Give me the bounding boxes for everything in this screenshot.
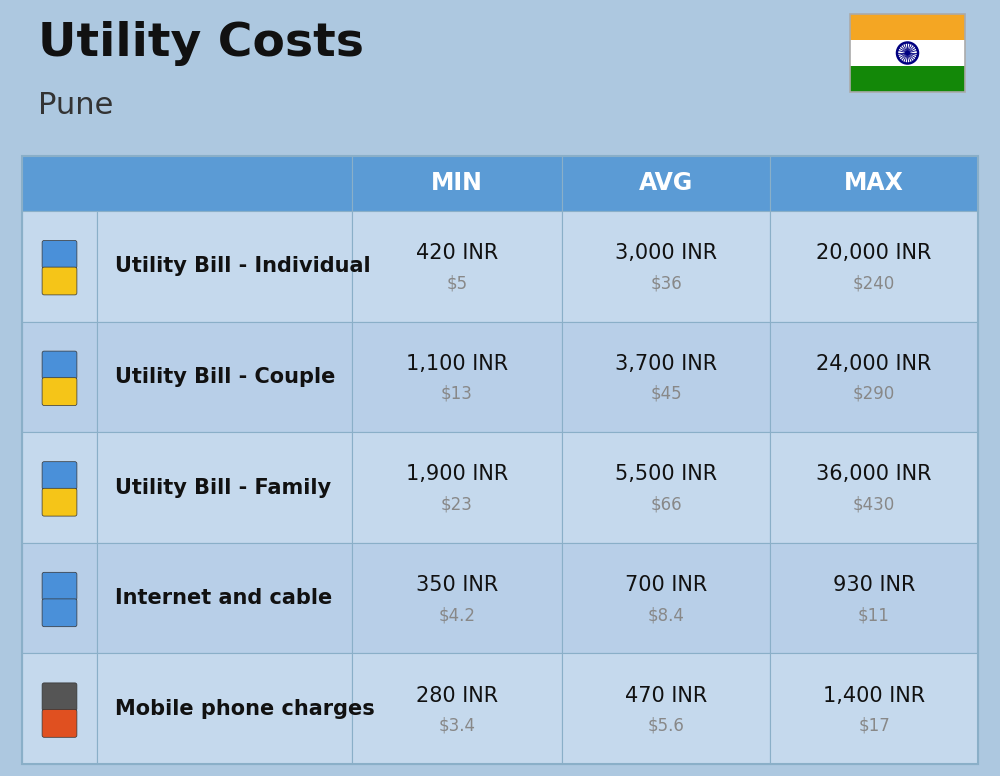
Text: $240: $240 <box>853 274 895 293</box>
Text: $5: $5 <box>446 274 468 293</box>
Text: 5,500 INR: 5,500 INR <box>615 465 717 484</box>
Text: $430: $430 <box>853 496 895 514</box>
FancyBboxPatch shape <box>850 40 965 66</box>
FancyBboxPatch shape <box>42 241 77 268</box>
FancyBboxPatch shape <box>42 683 77 711</box>
FancyBboxPatch shape <box>770 542 978 653</box>
FancyBboxPatch shape <box>352 542 562 653</box>
Text: Utility Bill - Individual: Utility Bill - Individual <box>115 256 371 276</box>
Text: 3,700 INR: 3,700 INR <box>615 354 717 374</box>
FancyBboxPatch shape <box>42 378 77 406</box>
FancyBboxPatch shape <box>42 462 77 490</box>
Text: Utility Bill - Family: Utility Bill - Family <box>115 477 331 497</box>
Text: $290: $290 <box>853 385 895 403</box>
FancyBboxPatch shape <box>770 211 978 321</box>
Text: 1,900 INR: 1,900 INR <box>406 465 508 484</box>
Text: 930 INR: 930 INR <box>833 575 915 595</box>
Text: $36: $36 <box>650 274 682 293</box>
Text: MIN: MIN <box>431 171 483 196</box>
FancyBboxPatch shape <box>562 156 770 211</box>
FancyBboxPatch shape <box>97 321 352 432</box>
Text: Utility Costs: Utility Costs <box>38 21 364 66</box>
Text: 700 INR: 700 INR <box>625 575 707 595</box>
Text: 280 INR: 280 INR <box>416 686 498 705</box>
FancyBboxPatch shape <box>562 432 770 542</box>
Text: $4.2: $4.2 <box>438 606 476 624</box>
FancyBboxPatch shape <box>97 653 352 764</box>
Text: $45: $45 <box>650 385 682 403</box>
Text: 470 INR: 470 INR <box>625 686 707 705</box>
FancyBboxPatch shape <box>97 542 352 653</box>
Text: $17: $17 <box>858 717 890 735</box>
FancyBboxPatch shape <box>850 14 965 40</box>
FancyBboxPatch shape <box>770 653 978 764</box>
FancyBboxPatch shape <box>22 432 97 542</box>
FancyBboxPatch shape <box>850 66 965 92</box>
FancyBboxPatch shape <box>770 432 978 542</box>
FancyBboxPatch shape <box>22 211 97 321</box>
FancyBboxPatch shape <box>42 599 77 627</box>
Text: $5.6: $5.6 <box>648 717 684 735</box>
FancyBboxPatch shape <box>562 211 770 321</box>
FancyBboxPatch shape <box>22 653 97 764</box>
Circle shape <box>906 51 909 55</box>
FancyBboxPatch shape <box>562 653 770 764</box>
FancyBboxPatch shape <box>770 321 978 432</box>
FancyBboxPatch shape <box>22 542 97 653</box>
Text: Internet and cable: Internet and cable <box>115 588 332 608</box>
Text: 24,000 INR: 24,000 INR <box>816 354 932 374</box>
Text: AVG: AVG <box>639 171 693 196</box>
Text: Mobile phone charges: Mobile phone charges <box>115 698 375 719</box>
Text: $23: $23 <box>441 496 473 514</box>
Text: Pune: Pune <box>38 91 113 120</box>
Text: $66: $66 <box>650 496 682 514</box>
FancyBboxPatch shape <box>562 542 770 653</box>
FancyBboxPatch shape <box>42 573 77 600</box>
Text: 350 INR: 350 INR <box>416 575 498 595</box>
FancyBboxPatch shape <box>352 156 562 211</box>
FancyBboxPatch shape <box>42 709 77 737</box>
Text: Utility Bill - Couple: Utility Bill - Couple <box>115 367 335 387</box>
Text: 420 INR: 420 INR <box>416 244 498 263</box>
Text: 1,400 INR: 1,400 INR <box>823 686 925 705</box>
FancyBboxPatch shape <box>562 321 770 432</box>
FancyBboxPatch shape <box>42 351 77 379</box>
FancyBboxPatch shape <box>352 211 562 321</box>
FancyBboxPatch shape <box>22 321 97 432</box>
FancyBboxPatch shape <box>352 432 562 542</box>
Text: $8.4: $8.4 <box>648 606 684 624</box>
Text: $13: $13 <box>441 385 473 403</box>
FancyBboxPatch shape <box>97 432 352 542</box>
FancyBboxPatch shape <box>42 488 77 516</box>
FancyBboxPatch shape <box>42 267 77 295</box>
Text: $3.4: $3.4 <box>438 717 476 735</box>
FancyBboxPatch shape <box>352 321 562 432</box>
Text: 36,000 INR: 36,000 INR <box>816 465 932 484</box>
FancyBboxPatch shape <box>97 211 352 321</box>
Text: 1,100 INR: 1,100 INR <box>406 354 508 374</box>
FancyBboxPatch shape <box>770 156 978 211</box>
Text: MAX: MAX <box>844 171 904 196</box>
FancyBboxPatch shape <box>22 156 352 211</box>
Text: 20,000 INR: 20,000 INR <box>816 244 932 263</box>
FancyBboxPatch shape <box>352 653 562 764</box>
Text: 3,000 INR: 3,000 INR <box>615 244 717 263</box>
Text: $11: $11 <box>858 606 890 624</box>
